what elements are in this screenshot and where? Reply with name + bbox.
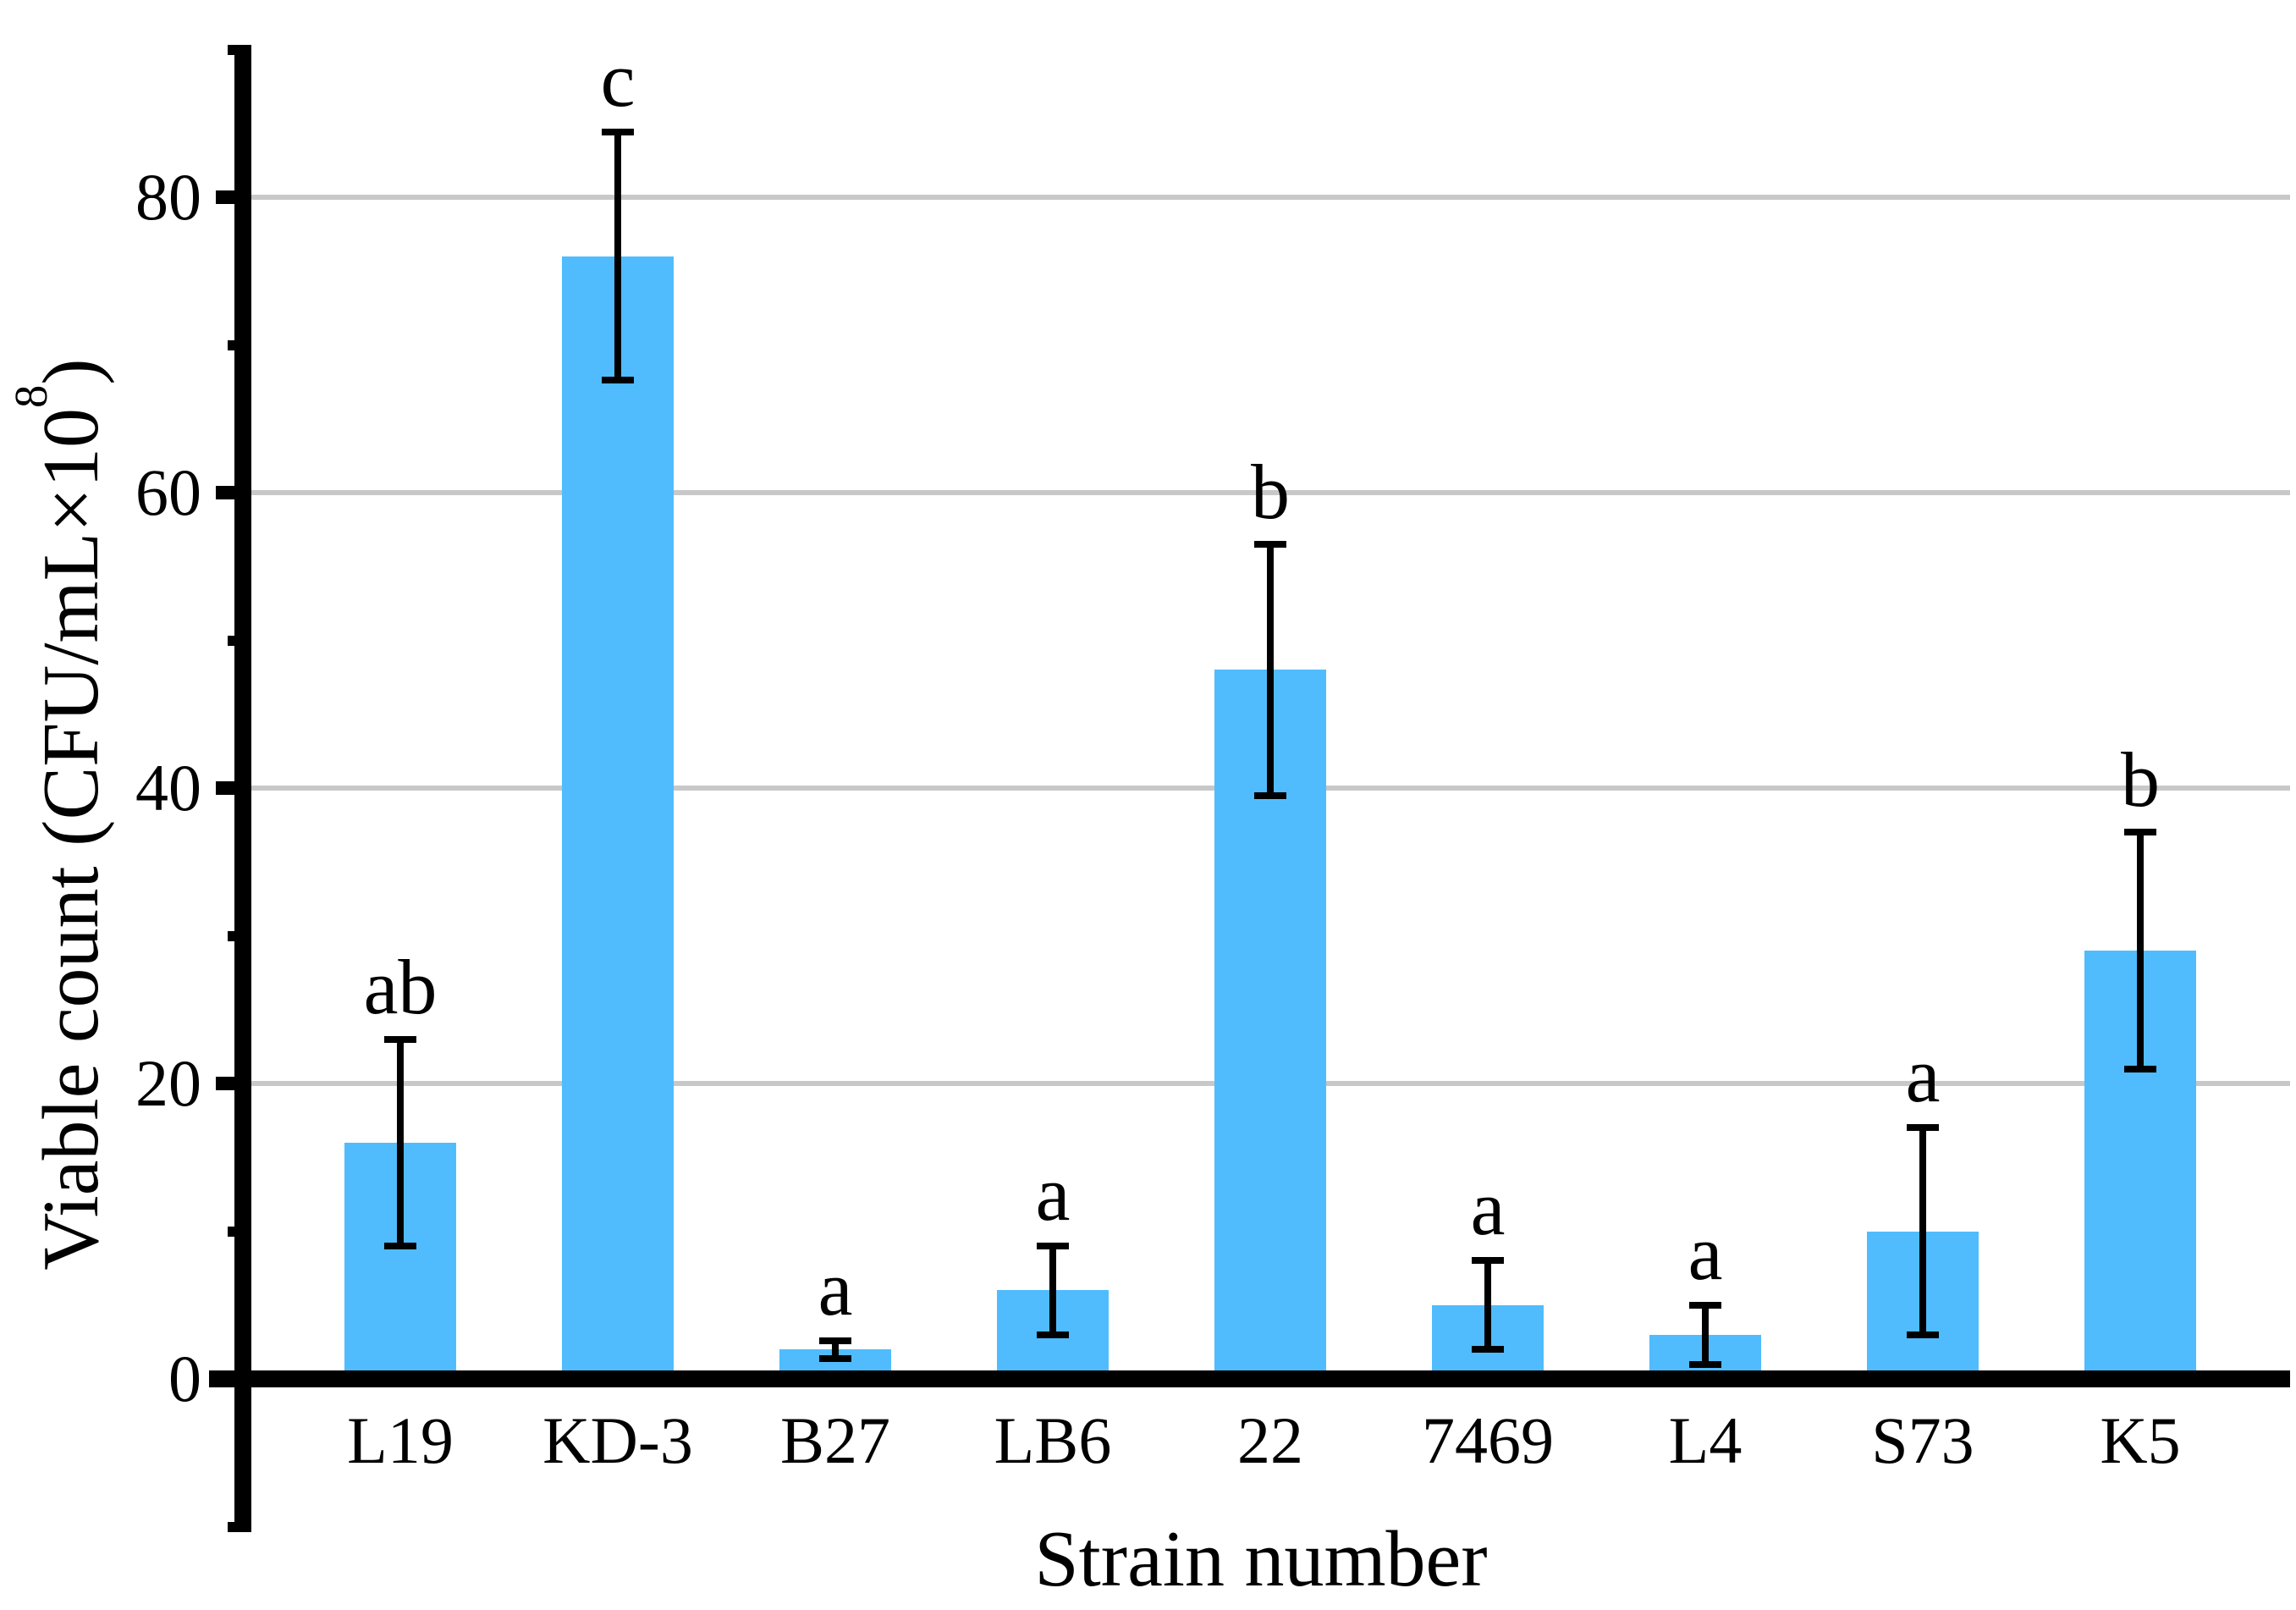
error-bar-top-cap (819, 1337, 851, 1344)
x-axis-line (209, 1370, 2290, 1387)
significance-letter: b (1251, 449, 1290, 536)
error-bar (1267, 544, 1274, 796)
error-bar-bottom-cap (384, 1242, 416, 1249)
x-tick-label: 7469 (1422, 1403, 1554, 1477)
y-major-tick (216, 190, 251, 204)
y-minor-tick (228, 1521, 251, 1532)
y-axis-title-superscript: 8 (5, 384, 58, 408)
y-tick-label: 60 (135, 455, 201, 529)
significance-letter: a (1470, 1165, 1506, 1252)
error-bar-top-cap (1037, 1242, 1069, 1249)
error-bar-top-cap (1472, 1257, 1504, 1265)
y-tick-label: 40 (135, 751, 201, 824)
error-bar (1049, 1245, 1056, 1335)
error-bar (2137, 832, 2144, 1069)
x-tick-label: S73 (1871, 1403, 1974, 1477)
error-bar (614, 132, 621, 381)
error-bar-bottom-cap (602, 377, 634, 384)
x-axis-title: Strain number (1034, 1515, 1488, 1603)
error-bar (1919, 1128, 1926, 1335)
error-bar-top-cap (1907, 1124, 1939, 1132)
significance-letter: a (1035, 1150, 1071, 1237)
y-tick-label: 80 (135, 160, 201, 234)
error-bar-bottom-cap (1254, 791, 1286, 799)
y-minor-tick (228, 1226, 251, 1237)
error-bar-top-cap (384, 1035, 416, 1043)
x-tick-label: L19 (347, 1403, 454, 1477)
error-bar-top-cap (1689, 1301, 1721, 1309)
x-tick-label: KD-3 (542, 1403, 693, 1477)
error-bar-bottom-cap (1472, 1346, 1504, 1354)
significance-letter: a (1688, 1209, 1723, 1296)
x-tick-label: K5 (2100, 1403, 2181, 1477)
error-bar-bottom-cap (2124, 1065, 2156, 1072)
significance-letter: a (818, 1244, 853, 1332)
significance-letter: a (1905, 1032, 1941, 1119)
significance-letter: ab (363, 943, 438, 1030)
error-bar (1484, 1260, 1491, 1350)
y-major-tick (216, 781, 251, 795)
y-minor-tick (228, 339, 251, 350)
x-tick-label: LB6 (994, 1403, 1112, 1477)
horizontal-gridline (243, 490, 2290, 495)
horizontal-gridline (243, 195, 2290, 200)
error-bar-top-cap (602, 129, 634, 136)
x-tick-label: 22 (1237, 1403, 1303, 1477)
y-major-tick (216, 486, 251, 499)
y-axis-title: Viable count (CFU/mL×108) (5, 358, 115, 1270)
error-bar-top-cap (2124, 829, 2156, 836)
significance-letter: c (600, 36, 636, 124)
error-bar (832, 1340, 839, 1359)
error-bar (397, 1039, 404, 1246)
y-tick-label: 20 (135, 1046, 201, 1120)
y-major-tick (216, 1077, 251, 1090)
y-axis-title-text: Viable count (CFU/mL×10 (27, 408, 115, 1271)
x-tick-label: L4 (1668, 1403, 1743, 1477)
significance-letter: b (2121, 736, 2160, 824)
y-minor-tick (228, 44, 251, 55)
bar (562, 256, 674, 1387)
y-axis-title-close: ) (27, 358, 115, 385)
error-bar (1702, 1304, 1709, 1365)
error-bar-bottom-cap (1689, 1360, 1721, 1368)
error-bar-top-cap (1254, 541, 1286, 549)
y-tick-label: 0 (168, 1342, 201, 1415)
error-bar-bottom-cap (1907, 1331, 1939, 1338)
error-bar-bottom-cap (1037, 1331, 1069, 1338)
y-minor-tick (228, 930, 251, 941)
y-major-tick (216, 1372, 251, 1386)
x-tick-label: B27 (779, 1403, 891, 1477)
y-minor-tick (228, 635, 251, 646)
error-bar-bottom-cap (819, 1354, 851, 1362)
